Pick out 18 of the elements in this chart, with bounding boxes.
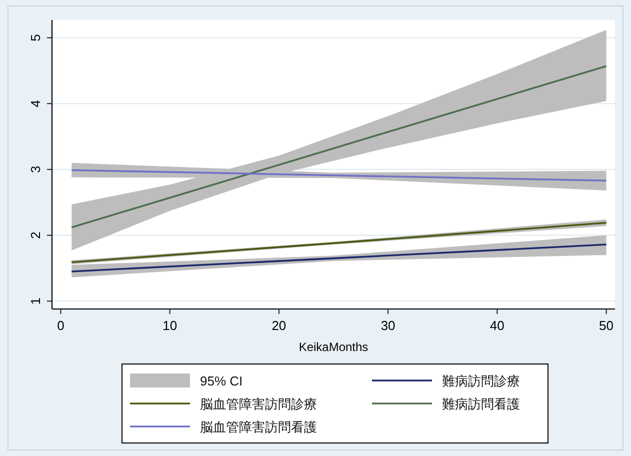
x-tick-label: 50 xyxy=(599,318,614,333)
x-axis-title: KeikaMonths xyxy=(298,340,368,354)
x-tick-label: 0 xyxy=(57,318,64,333)
x-tick-label: 10 xyxy=(162,318,178,333)
y-tick-label: 1 xyxy=(28,297,43,305)
legend-label: 難病訪問診療 xyxy=(442,374,520,388)
x-tick-label: 40 xyxy=(490,318,504,333)
y-tick-label: 2 xyxy=(28,232,43,239)
y-tick-label: 3 xyxy=(28,166,43,174)
legend-label: 難病訪問看護 xyxy=(442,396,520,412)
legend-label: 脳血管障害訪問看護 xyxy=(200,420,317,434)
legend-label: 95% CI xyxy=(200,374,243,388)
y-tick-label: 5 xyxy=(28,34,43,42)
y-tick-label: 4 xyxy=(28,100,43,108)
line-series xyxy=(70,65,608,228)
legend-label: 脳血管障害訪問診療 xyxy=(200,396,317,412)
x-tick-label: 20 xyxy=(272,318,286,333)
x-tick-label: 30 xyxy=(380,318,396,333)
